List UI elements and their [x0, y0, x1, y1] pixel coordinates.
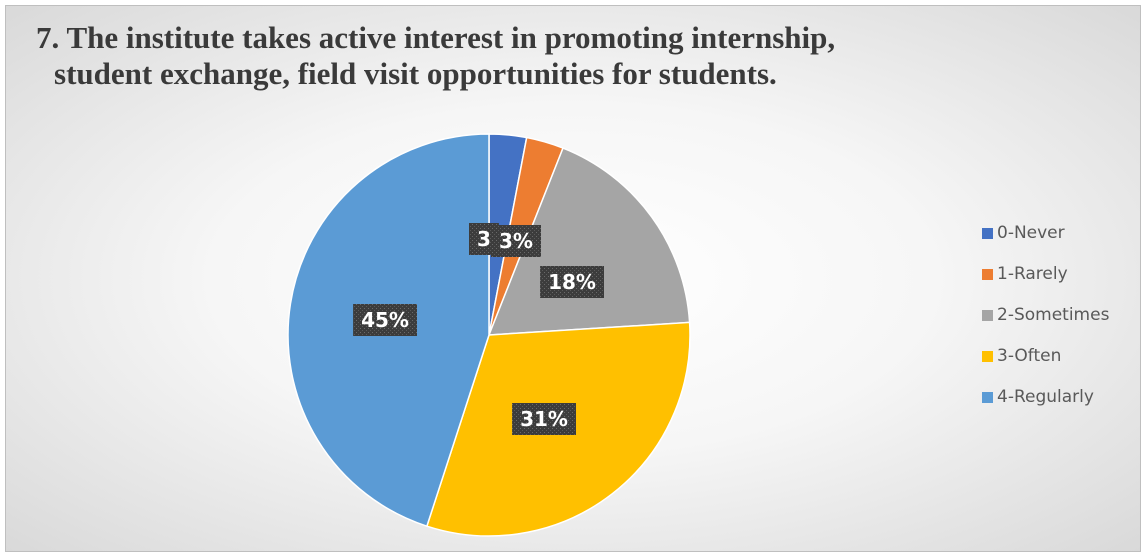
data-label-background — [512, 403, 576, 435]
legend-label: 1-Rarely — [997, 264, 1068, 284]
data-label-text: 45% — [361, 308, 409, 332]
legend-swatch — [982, 227, 993, 239]
data-label-1-rarely: 3% — [491, 225, 541, 257]
pie-slices — [287, 133, 691, 537]
chart-title-line-2: student exchange, field visit opportunit… — [54, 56, 777, 91]
data-label-2-sometimes: 18% — [540, 266, 604, 298]
data-label-3-often: 31% — [512, 403, 576, 435]
legend-item-2-sometimes: 2-Sometimes — [982, 305, 1109, 325]
pie-data-labels: 3 3% 18% 31% 45% — [353, 223, 604, 435]
data-label-4-regularly: 45% — [353, 304, 417, 336]
data-label-background — [540, 266, 604, 298]
legend-swatch — [982, 268, 993, 280]
legend-label: 2-Sometimes — [997, 305, 1110, 325]
data-label-background — [491, 225, 541, 257]
data-label-text: 3 — [477, 227, 491, 251]
chart-title: 7. The institute takes active interest i… — [36, 20, 936, 92]
legend-item-3-often: 3-Often — [982, 346, 1109, 366]
legend-item-1-rarely: 1-Rarely — [982, 264, 1109, 284]
data-label-text: 31% — [520, 407, 568, 431]
legend-swatch — [982, 350, 993, 362]
data-label-text: 3% — [499, 229, 533, 253]
data-label-background — [353, 304, 417, 336]
legend-item-4-regularly: 4-Regularly — [982, 387, 1109, 407]
legend-label: 3-Often — [997, 346, 1062, 366]
legend-item-0-never: 0-Never — [982, 223, 1109, 243]
data-label-text: 18% — [548, 270, 596, 294]
pie-slice-2-sometimes — [487, 147, 691, 336]
chart-title-line-1: 7. The institute takes active interest i… — [36, 20, 836, 55]
legend-swatch — [982, 391, 993, 403]
legend-label: 0-Never — [997, 223, 1065, 243]
chart-legend: 0-Never 1-Rarely 2-Sometimes 3-Often 4-Regul… — [982, 223, 1109, 428]
legend-label: 4-Regularly — [997, 387, 1094, 407]
legend-swatch — [982, 309, 993, 321]
